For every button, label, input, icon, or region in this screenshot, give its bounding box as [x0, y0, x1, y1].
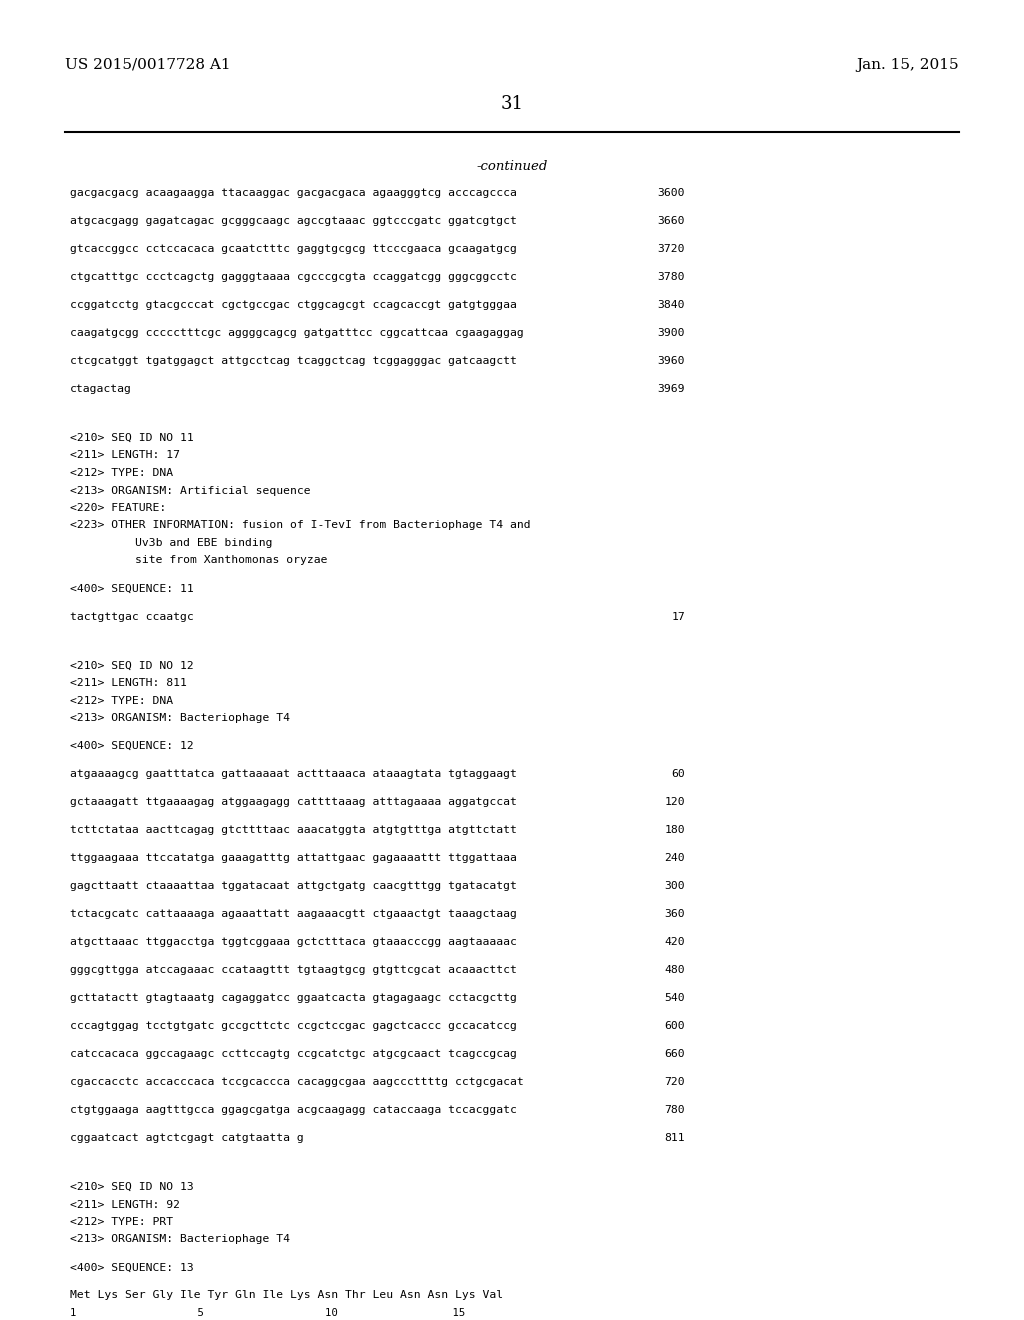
Text: 240: 240 — [665, 853, 685, 863]
Text: <213> ORGANISM: Bacteriophage T4: <213> ORGANISM: Bacteriophage T4 — [70, 713, 290, 723]
Text: 3960: 3960 — [657, 356, 685, 366]
Text: 720: 720 — [665, 1077, 685, 1086]
Text: ctgcatttgc ccctcagctg gagggtaaaa cgcccgcgta ccaggatcgg gggcggcctc: ctgcatttgc ccctcagctg gagggtaaaa cgcccgc… — [70, 272, 517, 282]
Text: <213> ORGANISM: Bacteriophage T4: <213> ORGANISM: Bacteriophage T4 — [70, 1234, 290, 1245]
Text: 17: 17 — [672, 611, 685, 622]
Text: 300: 300 — [665, 880, 685, 891]
Text: gggcgttgga atccagaaac ccataagttt tgtaagtgcg gtgttcgcat acaaacttct: gggcgttgga atccagaaac ccataagttt tgtaagt… — [70, 965, 517, 975]
Text: gcttatactt gtagtaaatg cagaggatcc ggaatcacta gtagagaagc cctacgcttg: gcttatactt gtagtaaatg cagaggatcc ggaatca… — [70, 993, 517, 1003]
Text: 180: 180 — [665, 825, 685, 836]
Text: gtcaccggcc cctccacaca gcaatctttc gaggtgcgcg ttcccgaaca gcaagatgcg: gtcaccggcc cctccacaca gcaatctttc gaggtgc… — [70, 244, 517, 253]
Text: gagcttaatt ctaaaattaa tggatacaat attgctgatg caacgtttgg tgatacatgt: gagcttaatt ctaaaattaa tggatacaat attgctg… — [70, 880, 517, 891]
Text: cggaatcact agtctcgagt catgtaatta g: cggaatcact agtctcgagt catgtaatta g — [70, 1133, 304, 1143]
Text: Met Lys Ser Gly Ile Tyr Gln Ile Lys Asn Thr Leu Asn Asn Lys Val: Met Lys Ser Gly Ile Tyr Gln Ile Lys Asn … — [70, 1291, 503, 1300]
Text: 60: 60 — [672, 770, 685, 779]
Text: ctgtggaaga aagtttgcca ggagcgatga acgcaagagg cataccaaga tccacggatc: ctgtggaaga aagtttgcca ggagcgatga acgcaag… — [70, 1105, 517, 1115]
Text: 780: 780 — [665, 1105, 685, 1115]
Text: <223> OTHER INFORMATION: fusion of I-TevI from Bacteriophage T4 and: <223> OTHER INFORMATION: fusion of I-Tev… — [70, 520, 530, 531]
Text: <210> SEQ ID NO 13: <210> SEQ ID NO 13 — [70, 1181, 194, 1192]
Text: <210> SEQ ID NO 11: <210> SEQ ID NO 11 — [70, 433, 194, 444]
Text: -continued: -continued — [476, 160, 548, 173]
Text: atgcttaaac ttggacctga tggtcggaaa gctctttaca gtaaacccgg aagtaaaaac: atgcttaaac ttggacctga tggtcggaaa gctcttt… — [70, 937, 517, 946]
Text: ccggatcctg gtacgcccat cgctgccgac ctggcagcgt ccagcaccgt gatgtgggaa: ccggatcctg gtacgcccat cgctgccgac ctggcag… — [70, 300, 517, 310]
Text: 31: 31 — [501, 95, 523, 114]
Text: <212> TYPE: DNA: <212> TYPE: DNA — [70, 469, 173, 478]
Text: Jan. 15, 2015: Jan. 15, 2015 — [856, 58, 959, 73]
Text: 3840: 3840 — [657, 300, 685, 310]
Text: atgcacgagg gagatcagac gcgggcaagc agccgtaaac ggtcccgatc ggatcgtgct: atgcacgagg gagatcagac gcgggcaagc agccgta… — [70, 216, 517, 226]
Text: 480: 480 — [665, 965, 685, 975]
Text: <212> TYPE: PRT: <212> TYPE: PRT — [70, 1217, 173, 1228]
Text: 360: 360 — [665, 909, 685, 919]
Text: 3780: 3780 — [657, 272, 685, 282]
Text: cccagtggag tcctgtgatc gccgcttctc ccgctccgac gagctcaccc gccacatccg: cccagtggag tcctgtgatc gccgcttctc ccgctcc… — [70, 1020, 517, 1031]
Text: tctacgcatc cattaaaaga agaaattatt aagaaacgtt ctgaaactgt taaagctaag: tctacgcatc cattaaaaga agaaattatt aagaaac… — [70, 909, 517, 919]
Text: <211> LENGTH: 92: <211> LENGTH: 92 — [70, 1200, 180, 1209]
Text: <400> SEQUENCE: 13: <400> SEQUENCE: 13 — [70, 1262, 194, 1272]
Text: 811: 811 — [665, 1133, 685, 1143]
Text: 660: 660 — [665, 1049, 685, 1059]
Text: ctcgcatggt tgatggagct attgcctcag tcaggctcag tcggagggac gatcaagctt: ctcgcatggt tgatggagct attgcctcag tcaggct… — [70, 356, 517, 366]
Text: tcttctataa aacttcagag gtcttttaac aaacatggta atgtgtttga atgttctatt: tcttctataa aacttcagag gtcttttaac aaacatg… — [70, 825, 517, 836]
Text: <220> FEATURE:: <220> FEATURE: — [70, 503, 166, 513]
Text: 120: 120 — [665, 797, 685, 807]
Text: catccacaca ggccagaagc ccttccagtg ccgcatctgc atgcgcaact tcagccgcag: catccacaca ggccagaagc ccttccagtg ccgcatc… — [70, 1049, 517, 1059]
Text: 3660: 3660 — [657, 216, 685, 226]
Text: cgaccacctc accacccaca tccgcaccca cacaggcgaa aagcccttttg cctgcgacat: cgaccacctc accacccaca tccgcaccca cacaggc… — [70, 1077, 523, 1086]
Text: 3900: 3900 — [657, 327, 685, 338]
Text: 420: 420 — [665, 937, 685, 946]
Text: <210> SEQ ID NO 12: <210> SEQ ID NO 12 — [70, 660, 194, 671]
Text: <211> LENGTH: 811: <211> LENGTH: 811 — [70, 678, 186, 688]
Text: <212> TYPE: DNA: <212> TYPE: DNA — [70, 696, 173, 705]
Text: gctaaagatt ttgaaaagag atggaagagg cattttaaag atttagaaaa aggatgccat: gctaaagatt ttgaaaagag atggaagagg catttta… — [70, 797, 517, 807]
Text: atgaaaagcg gaatttatca gattaaaaat actttaaaca ataaagtata tgtaggaagt: atgaaaagcg gaatttatca gattaaaaat actttaa… — [70, 770, 517, 779]
Text: <211> LENGTH: 17: <211> LENGTH: 17 — [70, 450, 180, 461]
Text: <400> SEQUENCE: 12: <400> SEQUENCE: 12 — [70, 741, 194, 751]
Text: 3600: 3600 — [657, 187, 685, 198]
Text: 1                   5                   10                  15: 1 5 10 15 — [70, 1308, 465, 1317]
Text: <400> SEQUENCE: 11: <400> SEQUENCE: 11 — [70, 583, 194, 594]
Text: Uv3b and EBE binding: Uv3b and EBE binding — [135, 539, 272, 548]
Text: 3969: 3969 — [657, 384, 685, 393]
Text: ctagactag: ctagactag — [70, 384, 132, 393]
Text: <213> ORGANISM: Artificial sequence: <213> ORGANISM: Artificial sequence — [70, 486, 310, 495]
Text: US 2015/0017728 A1: US 2015/0017728 A1 — [65, 58, 230, 73]
Text: gacgacgacg acaagaagga ttacaaggac gacgacgaca agaagggtcg acccagccca: gacgacgacg acaagaagga ttacaaggac gacgacg… — [70, 187, 517, 198]
Text: tactgttgac ccaatgc: tactgttgac ccaatgc — [70, 611, 194, 622]
Text: 540: 540 — [665, 993, 685, 1003]
Text: ttggaagaaa ttccatatga gaaagatttg attattgaac gagaaaattt ttggattaaa: ttggaagaaa ttccatatga gaaagatttg attattg… — [70, 853, 517, 863]
Text: 600: 600 — [665, 1020, 685, 1031]
Text: caagatgcgg ccccctttcgc aggggcagcg gatgatttcc cggcattcaa cgaagaggag: caagatgcgg ccccctttcgc aggggcagcg gatgat… — [70, 327, 523, 338]
Text: site from Xanthomonas oryzae: site from Xanthomonas oryzae — [135, 556, 328, 565]
Text: 3720: 3720 — [657, 244, 685, 253]
